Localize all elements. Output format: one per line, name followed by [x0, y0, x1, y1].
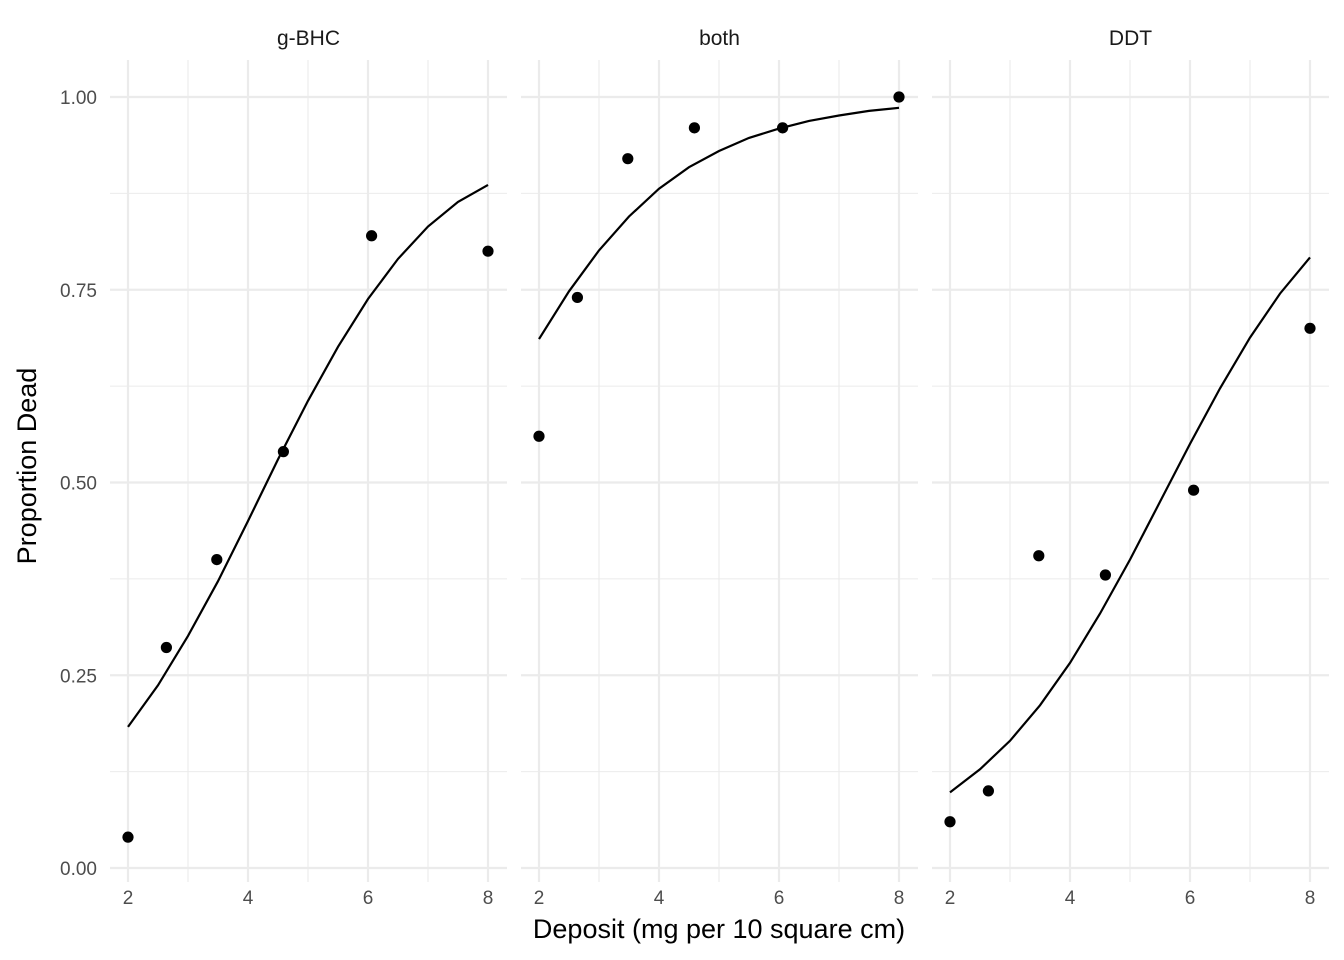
facet-panel-g-bhc: g-BHC 2 4 6 8: [110, 27, 507, 909]
data-point: [277, 446, 289, 458]
x-tick-label: 4: [243, 888, 254, 909]
fitted-curve: [538, 106, 900, 340]
y-tick-label: 0.75: [60, 281, 97, 302]
x-tick-label: 2: [945, 888, 956, 909]
data-point: [160, 641, 172, 654]
data-point: [122, 831, 134, 843]
data-point: [944, 816, 956, 828]
data-point: [777, 122, 789, 134]
data-point: [482, 245, 494, 257]
facet-panels: g-BHC 2 4 6 8 both 2 4 6 8 DDT 2 4 6 8: [110, 27, 1329, 909]
y-tick-label: 1.00: [60, 88, 97, 109]
data-point: [533, 430, 545, 442]
fitted-curve: [949, 256, 1311, 794]
data-point: [571, 291, 584, 304]
x-tick-label: 2: [123, 888, 134, 909]
y-tick-label: 0.25: [60, 666, 97, 687]
data-point: [688, 122, 701, 134]
x-tick-label: 8: [483, 888, 494, 909]
x-tick-label: 2: [534, 888, 545, 909]
fitted-curve: [127, 183, 489, 728]
facet-strip-label: g-BHC: [277, 27, 340, 50]
facet-panel-both: both 2 4 6 8: [521, 27, 918, 909]
data-point: [893, 91, 905, 103]
data-point: [366, 230, 378, 242]
x-tick-label: 6: [363, 888, 374, 909]
y-tick-label: 0.00: [60, 859, 97, 880]
x-tick-label: 4: [1065, 888, 1076, 909]
y-axis-tick-labels: 0.00 0.25 0.50 0.75 1.00: [60, 88, 97, 880]
x-tick-label: 6: [774, 888, 785, 909]
data-point: [1033, 550, 1045, 562]
data-point: [1188, 484, 1200, 496]
data-point: [1099, 569, 1111, 581]
x-tick-label: 6: [1185, 888, 1196, 909]
data-point: [622, 153, 634, 165]
data-point: [1304, 322, 1316, 334]
data-point: [982, 785, 995, 797]
x-tick-label: 4: [654, 888, 665, 909]
facet-strip-label: both: [699, 27, 740, 50]
facet-panel-ddt: DDT 2 4 6 8: [932, 27, 1329, 909]
facet-strip-label: DDT: [1109, 27, 1152, 50]
x-axis-title: Deposit (mg per 10 square cm): [533, 914, 905, 944]
x-tick-label: 8: [1305, 888, 1316, 909]
y-axis-title: Proportion Dead: [12, 368, 42, 565]
x-tick-label: 8: [894, 888, 905, 909]
y-tick-label: 0.50: [60, 474, 97, 495]
data-point: [211, 554, 223, 566]
